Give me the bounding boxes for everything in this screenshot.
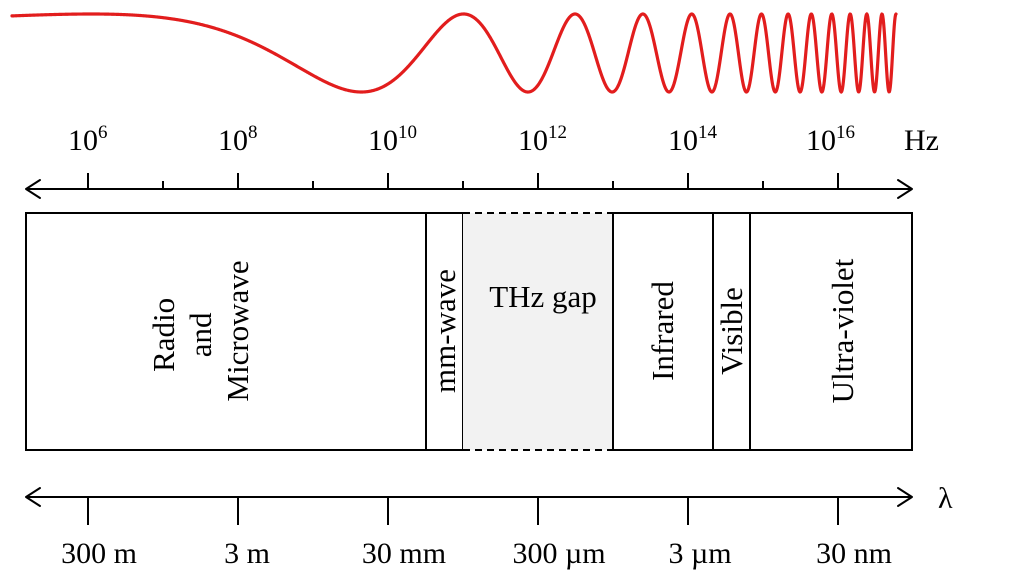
frequency-tick-label: 1010 (368, 122, 417, 157)
wavelength-tick-label: 3 µm (668, 537, 731, 570)
wavelength-tick-label: 300 µm (512, 537, 605, 570)
wavelength-axis (25, 487, 913, 525)
band-label-thz-gap: THz gap (489, 279, 597, 314)
frequency-axis-right-arrow (897, 179, 913, 199)
wavelength-tick-label: 30 nm (816, 537, 892, 570)
wavelength-unit-label: λ (938, 482, 953, 515)
frequency-axis-left-arrow (25, 179, 41, 199)
wavelength-axis-right-arrow (897, 487, 913, 507)
wavelength-tick-labels: 300 m 3 m 30 mm 300 µm 3 µm 30 nm (61, 537, 892, 570)
band-thz-gap (463, 213, 613, 450)
frequency-tick-label: 1014 (668, 122, 718, 157)
band-label-mm-wave: mm-wave (427, 269, 462, 393)
band-label-visible: Visible (714, 287, 749, 375)
frequency-unit-label: Hz (904, 124, 939, 157)
frequency-wave (10, 12, 898, 94)
frequency-tick-label: 108 (218, 122, 258, 157)
wavelength-tick-label: 30 mm (362, 537, 446, 570)
frequency-tick-label: 106 (68, 122, 108, 157)
frequency-tick-label: 1012 (518, 122, 567, 157)
band-label-ultra-violet: Ultra-violet (825, 258, 860, 403)
band-ultra-violet (749, 212, 913, 451)
frequency-axis (25, 173, 913, 199)
wavelength-axis-left-arrow (25, 487, 41, 507)
band-label-radio-microwave: Radio and Microwave (146, 260, 255, 401)
band-label-infrared: Infrared (645, 281, 680, 381)
wavelength-tick-label: 3 m (224, 537, 270, 570)
band-visible (712, 212, 751, 451)
band-infrared (612, 212, 714, 451)
wavelength-tick-label: 300 m (61, 537, 137, 570)
spectrum-bands (25, 212, 913, 451)
frequency-tick-labels: 106 108 1010 1012 1014 1016 (68, 122, 855, 157)
frequency-tick-label: 1016 (806, 122, 855, 157)
